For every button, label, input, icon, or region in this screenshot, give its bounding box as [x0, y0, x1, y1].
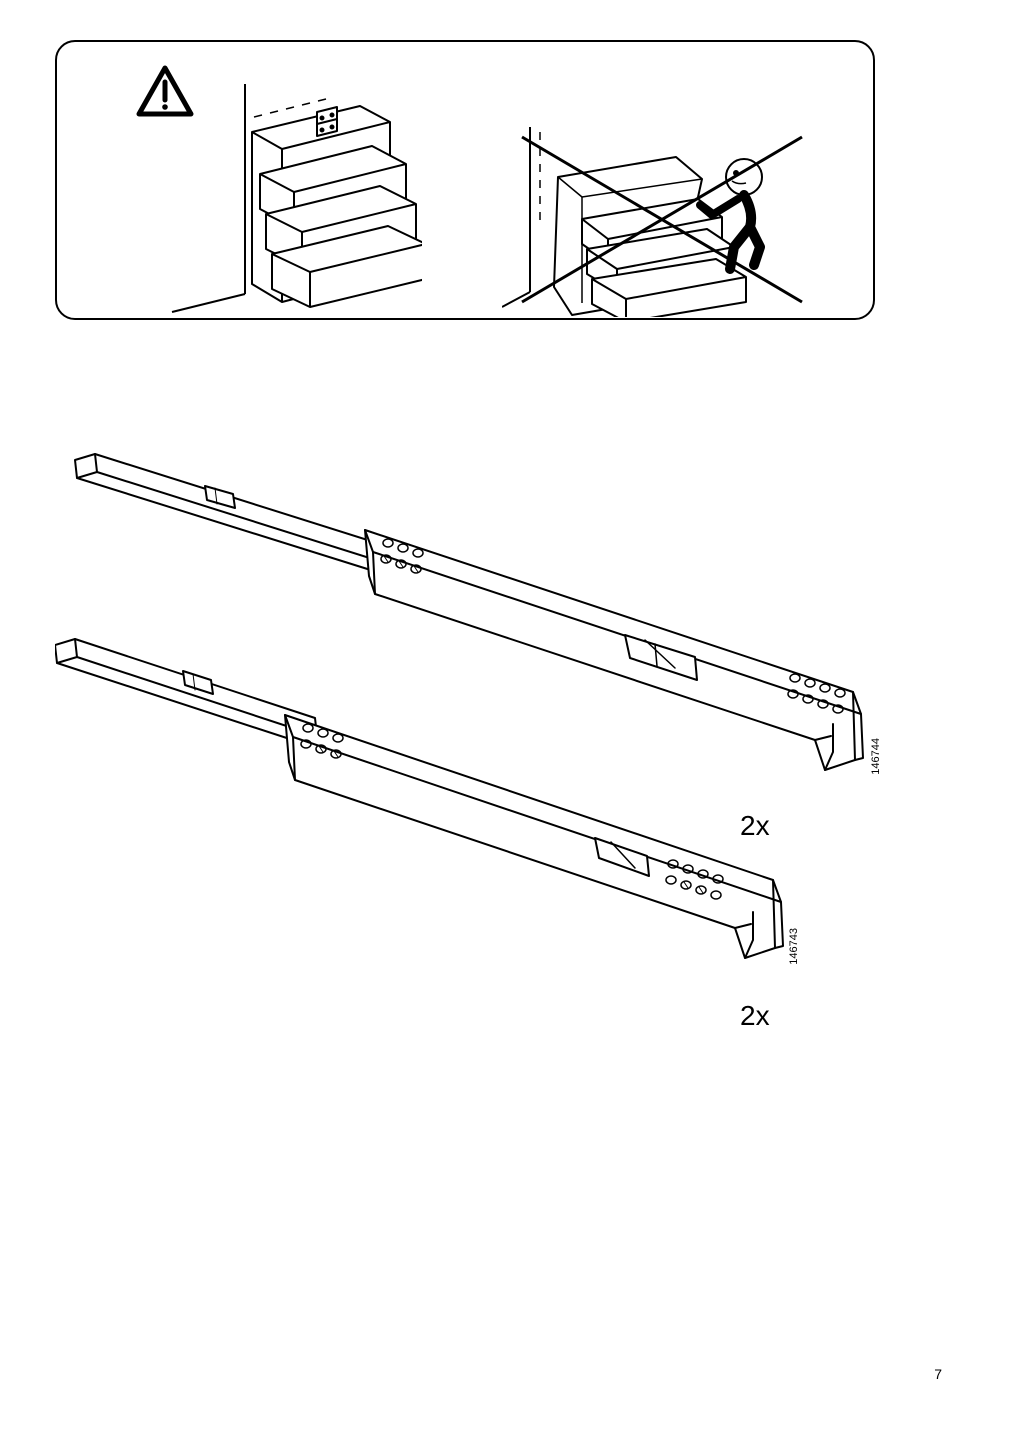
page-number: 7 — [934, 1366, 942, 1382]
warning-panel — [55, 40, 875, 320]
parts-diagram — [55, 410, 875, 1030]
diagram-tipping-hazard — [502, 127, 832, 317]
quantity-label-2: 2x — [740, 1000, 770, 1032]
instruction-page: 2x 146744 2x 146743 7 — [0, 0, 1012, 1432]
part-number-1: 146744 — [870, 738, 882, 775]
part-number-2: 146743 — [788, 928, 800, 965]
diagram-anchored-dresser — [162, 64, 422, 314]
quantity-label-1: 2x — [740, 810, 770, 842]
